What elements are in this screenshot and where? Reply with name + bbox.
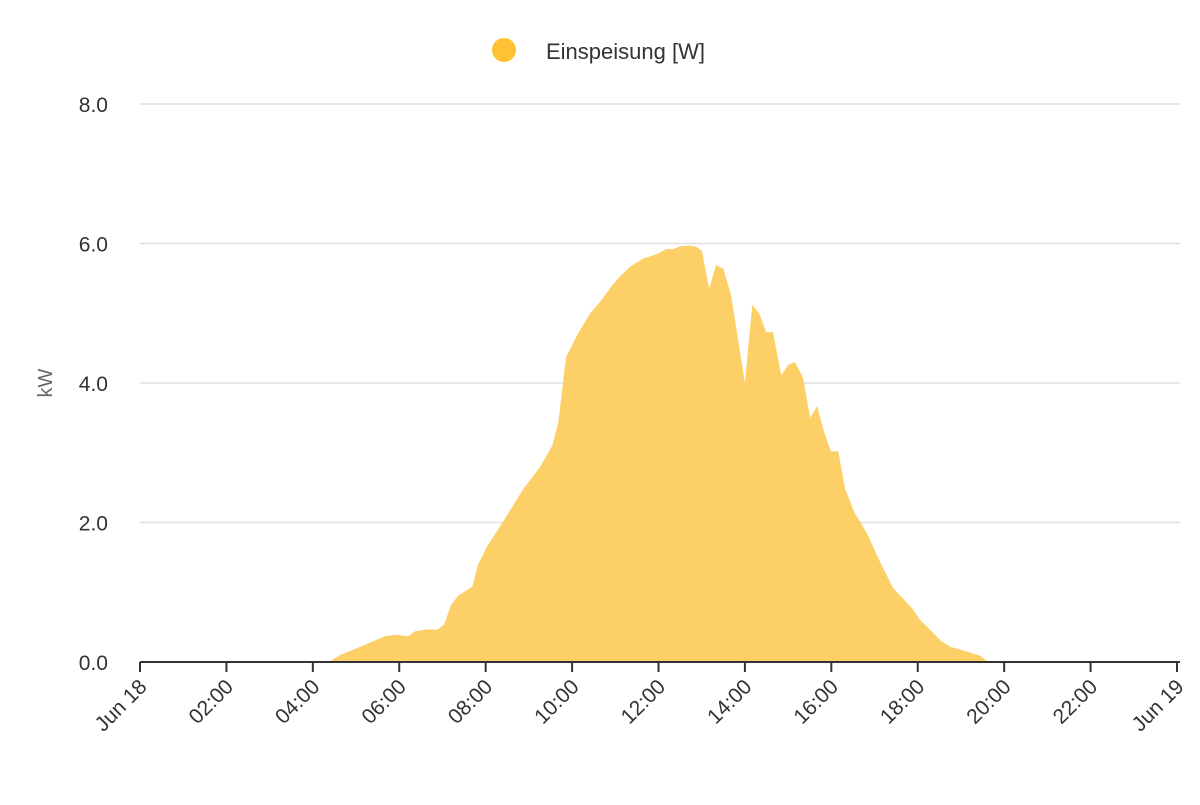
x-tick-label: 12:00: [617, 675, 670, 728]
x-tick-label: 10:00: [530, 675, 583, 728]
legend-label: Einspeisung [W]: [546, 39, 705, 64]
x-tick-label: 18:00: [876, 675, 929, 728]
legend-marker: [492, 38, 516, 62]
x-axis: Jun 18 02:00 04:00 06:00 08:00 10:00 12:00 14:0…: [91, 661, 1189, 736]
x-tick-label: Jun 19: [1128, 675, 1189, 736]
y-tick-label: 8.0: [79, 94, 108, 117]
x-tick-label: 16:00: [789, 675, 842, 728]
x-tick-label: 14:00: [703, 675, 756, 728]
x-tick-label: 08:00: [444, 675, 497, 728]
x-tick-label: 04:00: [271, 675, 324, 728]
series-area: [329, 245, 989, 662]
y-tick-label: 0.0: [79, 652, 108, 675]
y-tick-label: 6.0: [79, 234, 108, 257]
y-tick-label: 2.0: [79, 513, 108, 536]
y-axis-label: kW: [35, 368, 57, 397]
x-tick-label: 06:00: [357, 675, 410, 728]
x-tick-label: 22:00: [1049, 675, 1102, 728]
y-ticks: 0.0 2.0 4.0 6.0 8.0: [79, 94, 108, 675]
x-tick-label: 20:00: [962, 675, 1015, 728]
x-tick-label: Jun 18: [91, 675, 152, 736]
area-fill: [329, 245, 989, 662]
legend[interactable]: Einspeisung [W]: [492, 38, 705, 64]
x-tick-label: 02:00: [185, 675, 238, 728]
y-tick-label: 4.0: [79, 373, 108, 396]
